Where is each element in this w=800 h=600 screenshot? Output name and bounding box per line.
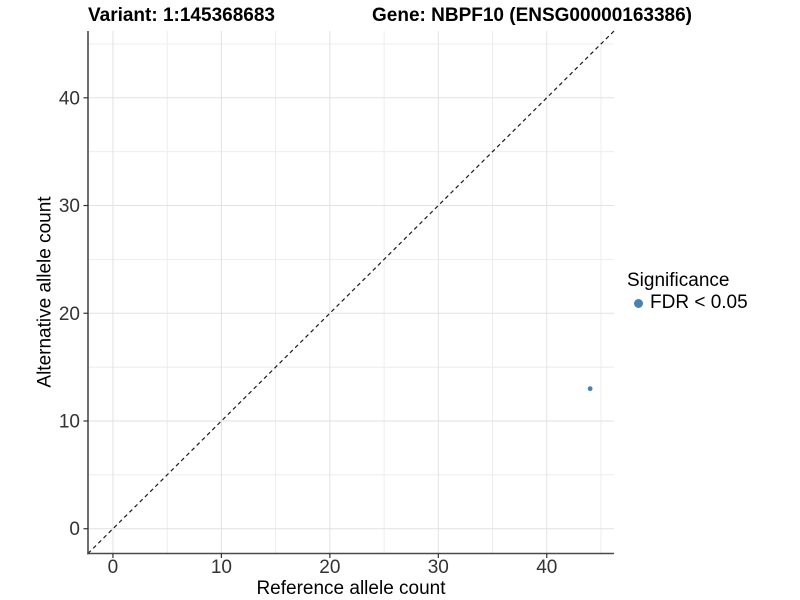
plot-title-gene: Gene: NBPF10 (ENSG00000163386) [372,5,692,26]
plot-title-variant: Variant: 1:145368683 [88,5,275,26]
y-tick-label: 10 [59,411,80,432]
x-axis-title: Reference allele count [256,578,446,599]
x-tick-label: 20 [319,557,340,578]
legend-point-icon [634,299,643,309]
x-tick-label: 30 [428,557,449,578]
x-tick-label: 0 [108,557,119,578]
legend-item-label: FDR < 0.05 [650,292,748,314]
y-tick-label: 0 [69,519,80,540]
x-tick-label: 10 [211,557,232,578]
y-axis-title: Alternative allele count [34,196,56,388]
legend-title: Significance [627,270,730,291]
data-point [587,386,593,392]
x-tick-label: 40 [536,557,557,578]
y-tick-label: 20 [59,304,80,325]
legend-item: FDR < 0.05 [627,292,748,314]
y-tick-label: 40 [59,88,80,109]
legend: Significance FDR < 0.05 [627,270,748,314]
y-tick-label: 30 [59,196,80,217]
